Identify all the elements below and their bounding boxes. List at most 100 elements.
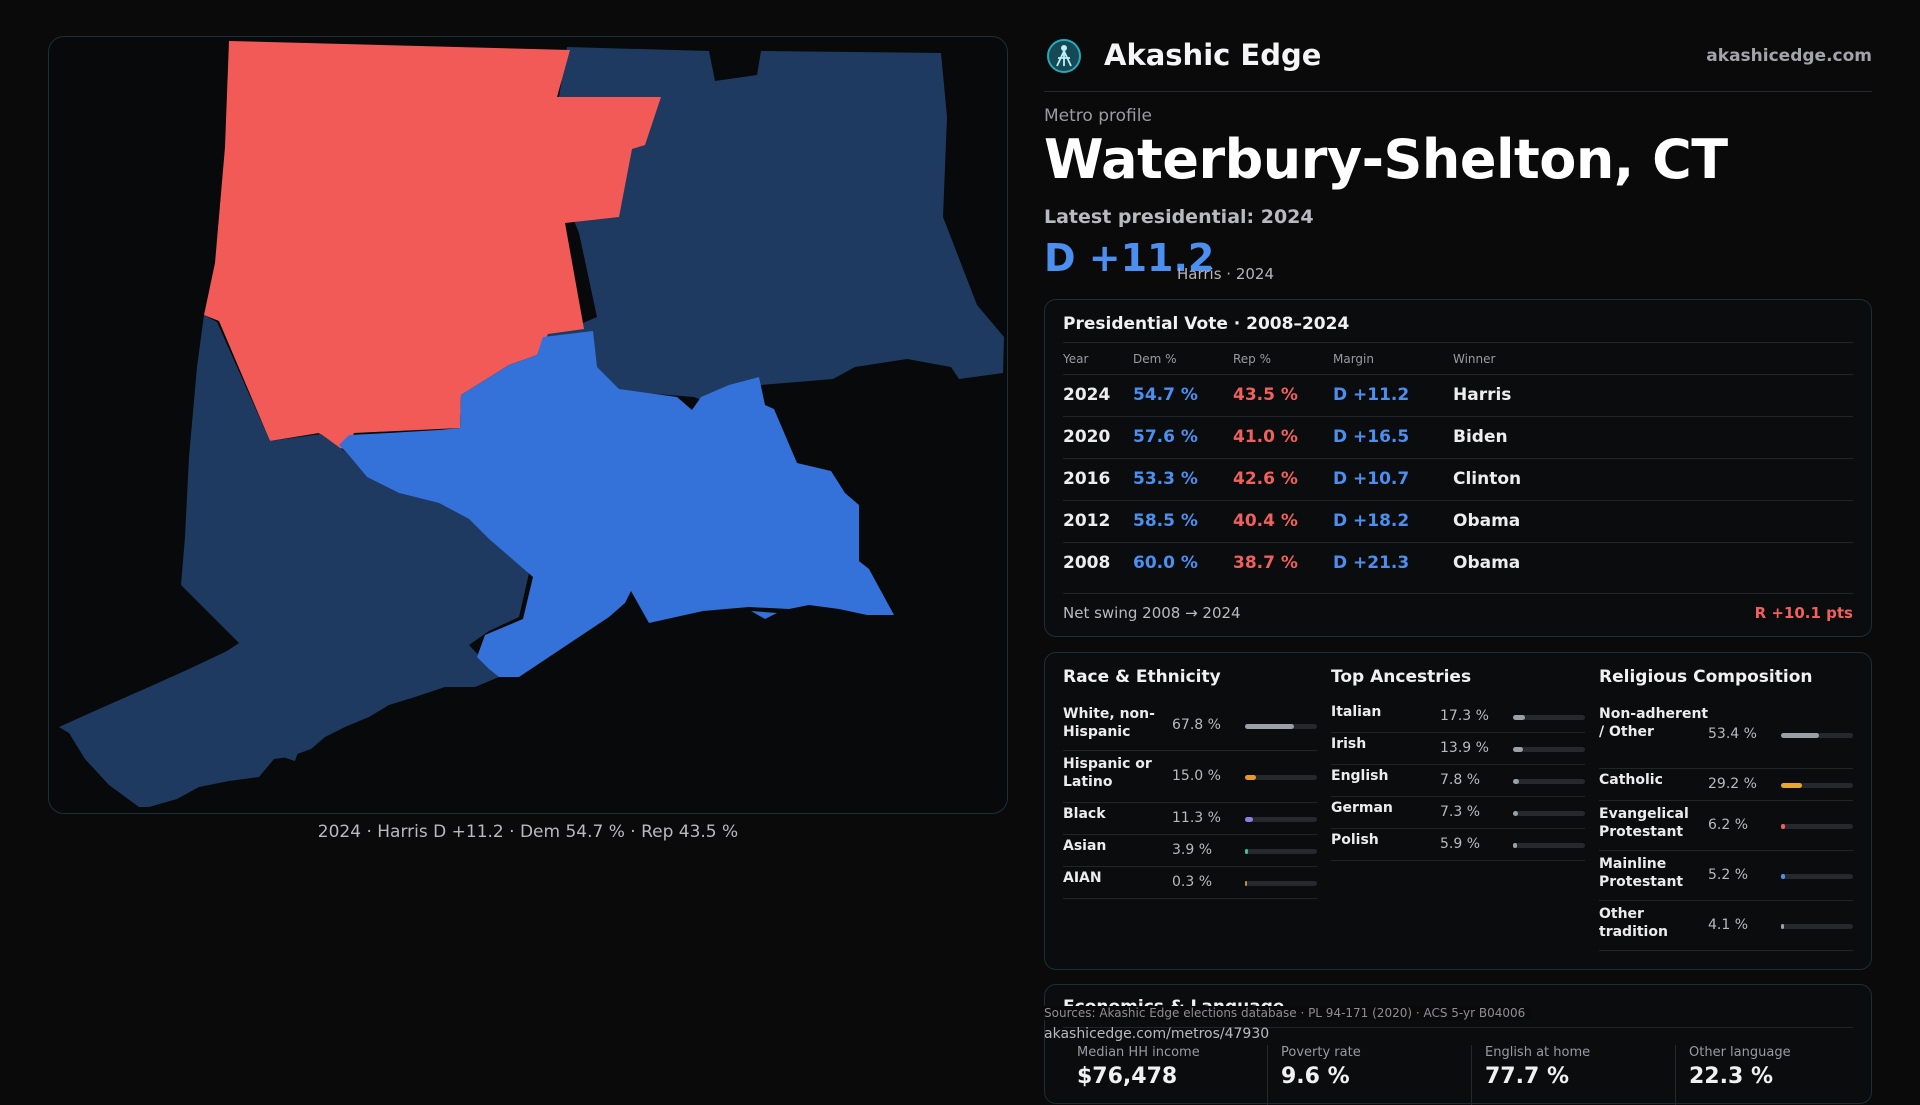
divider — [1471, 1045, 1472, 1105]
item-label: AIAN — [1063, 870, 1102, 886]
cell-dem: 60.0 % — [1133, 553, 1198, 573]
list-item: Asian 3.9 % — [1063, 835, 1317, 867]
sources-url-link[interactable]: akashicedge.com/metros/47930 — [1044, 1026, 1270, 1042]
stat-label: English at home — [1485, 1045, 1591, 1060]
percentage-bar-fill — [1781, 823, 1786, 829]
cell-margin: D +18.2 — [1333, 511, 1410, 531]
percentage-bar-fill — [1513, 714, 1526, 720]
percentage-bar-fill — [1781, 923, 1784, 929]
vote-table-title: Presidential Vote · 2008–2024 — [1063, 314, 1350, 334]
item-value: 15.0 % — [1172, 768, 1221, 784]
cell-rep: 40.4 % — [1233, 511, 1298, 531]
map-region-northwest[interactable] — [204, 41, 661, 449]
economics-card: Economics & Language Median HH income $7… — [1044, 984, 1872, 1105]
metro-profile-panel: Akashic Edge akashicedge.com Metro profi… — [1044, 0, 1872, 1105]
item-value: 17.3 % — [1440, 708, 1489, 724]
percentage-bar — [1781, 732, 1853, 738]
map-region-central[interactable] — [339, 331, 894, 677]
county-map-panel — [48, 36, 1008, 814]
item-value: 0.3 % — [1172, 874, 1213, 890]
cell-year: 2024 — [1063, 385, 1111, 405]
item-label: Irish — [1331, 736, 1367, 752]
percentage-bar-fill — [1245, 723, 1294, 729]
percentage-bar-fill — [1781, 732, 1820, 738]
brand-name[interactable]: Akashic Edge — [1104, 38, 1322, 72]
map-region-northeast[interactable] — [537, 47, 1004, 407]
percentage-bar — [1513, 778, 1585, 784]
cell-margin: D +11.2 — [1333, 385, 1410, 405]
item-label: Non-adherent / Other — [1599, 706, 1709, 740]
list-item: White, non-Hispanic 67.8 % — [1063, 701, 1317, 751]
latest-presidential-label: Latest presidential: 2024 — [1044, 206, 1314, 228]
percentage-bar — [1245, 774, 1317, 780]
percentage-bar-fill — [1781, 782, 1803, 788]
percentage-bar — [1245, 880, 1317, 886]
item-value: 4.1 % — [1708, 917, 1749, 933]
percentage-bar-fill — [1245, 848, 1248, 854]
percentage-bar — [1781, 823, 1853, 829]
item-label: English — [1331, 768, 1389, 784]
latest-margin: D +11.2 — [1044, 236, 1215, 280]
list-item: English 7.8 % — [1331, 765, 1585, 797]
table-row: 2020 57.6 % 41.0 % D +16.5 Biden — [1063, 416, 1853, 458]
item-value: 53.4 % — [1708, 726, 1757, 742]
cell-winner: Harris — [1453, 385, 1512, 405]
stat-value: 22.3 % — [1689, 1064, 1773, 1089]
item-value: 29.2 % — [1708, 776, 1757, 792]
list-item: Other tradition 4.1 % — [1599, 901, 1853, 951]
brand-header: Akashic Edge akashicedge.com — [1044, 34, 1872, 92]
percentage-bar — [1245, 816, 1317, 822]
divider — [1063, 1027, 1853, 1028]
percentage-bar-fill — [1245, 774, 1256, 780]
percentage-bar-fill — [1781, 873, 1785, 879]
list-item: Irish 13.9 % — [1331, 733, 1585, 765]
list-item: Non-adherent / Other 53.4 % — [1599, 701, 1853, 769]
list-item: German 7.3 % — [1331, 797, 1585, 829]
list-item: Black 11.3 % — [1063, 803, 1317, 835]
item-label: Asian — [1063, 838, 1107, 854]
header-year: Year — [1063, 352, 1089, 366]
net-swing-value: R +10.1 pts — [1754, 604, 1853, 622]
list-item: Polish 5.9 % — [1331, 829, 1585, 861]
stat-poverty-rate: Poverty rate 9.6 % — [1281, 1045, 1361, 1089]
cell-year: 2016 — [1063, 469, 1111, 489]
table-row: 2016 53.3 % 42.6 % D +10.7 Clinton — [1063, 458, 1853, 500]
map-caption: 2024 · Harris D +11.2 · Dem 54.7 % · Rep… — [317, 822, 739, 842]
cell-rep: 42.6 % — [1233, 469, 1298, 489]
list-item: Evangelical Protestant 6.2 % — [1599, 801, 1853, 851]
item-label: Polish — [1331, 832, 1379, 848]
percentage-bar — [1781, 782, 1853, 788]
race-ethnicity-section: Race & Ethnicity White, non-Hispanic 67.8… — [1063, 667, 1317, 899]
item-value: 13.9 % — [1440, 740, 1489, 756]
county-map — [59, 41, 1004, 807]
percentage-bar — [1513, 810, 1585, 816]
akashic-logo-icon[interactable] — [1046, 38, 1082, 74]
cell-winner: Biden — [1453, 427, 1508, 447]
cell-margin: D +10.7 — [1333, 469, 1410, 489]
latest-margin-note: Harris · 2024 — [1177, 265, 1275, 283]
cell-winner: Obama — [1453, 553, 1521, 573]
map-region-southwest[interactable] — [59, 315, 529, 807]
item-label: Mainline Protestant — [1599, 856, 1684, 890]
percentage-bar — [1513, 714, 1585, 720]
item-label: Black — [1063, 806, 1106, 822]
percentage-bar-fill — [1513, 810, 1519, 816]
cell-rep: 41.0 % — [1233, 427, 1298, 447]
vote-table: Year Dem % Rep % Margin Winner 2024 54.7… — [1063, 342, 1853, 584]
percentage-bar-fill — [1513, 746, 1523, 752]
map-island — [277, 749, 299, 761]
item-value: 11.3 % — [1172, 810, 1221, 826]
cell-year: 2012 — [1063, 511, 1111, 531]
list-item: Catholic 29.2 % — [1599, 769, 1853, 801]
brand-url-link[interactable]: akashicedge.com — [1706, 46, 1872, 66]
item-value: 3.9 % — [1172, 842, 1213, 858]
cell-rep: 38.7 % — [1233, 553, 1298, 573]
stat-label: Median HH income — [1077, 1045, 1200, 1060]
map-island — [751, 611, 777, 619]
percentage-bar — [1245, 723, 1317, 729]
item-label: German — [1331, 800, 1393, 816]
cell-winner: Obama — [1453, 511, 1521, 531]
net-swing-label: Net swing 2008 → 2024 — [1063, 604, 1241, 622]
cell-rep: 43.5 % — [1233, 385, 1298, 405]
item-label: White, non-Hispanic — [1063, 706, 1155, 740]
